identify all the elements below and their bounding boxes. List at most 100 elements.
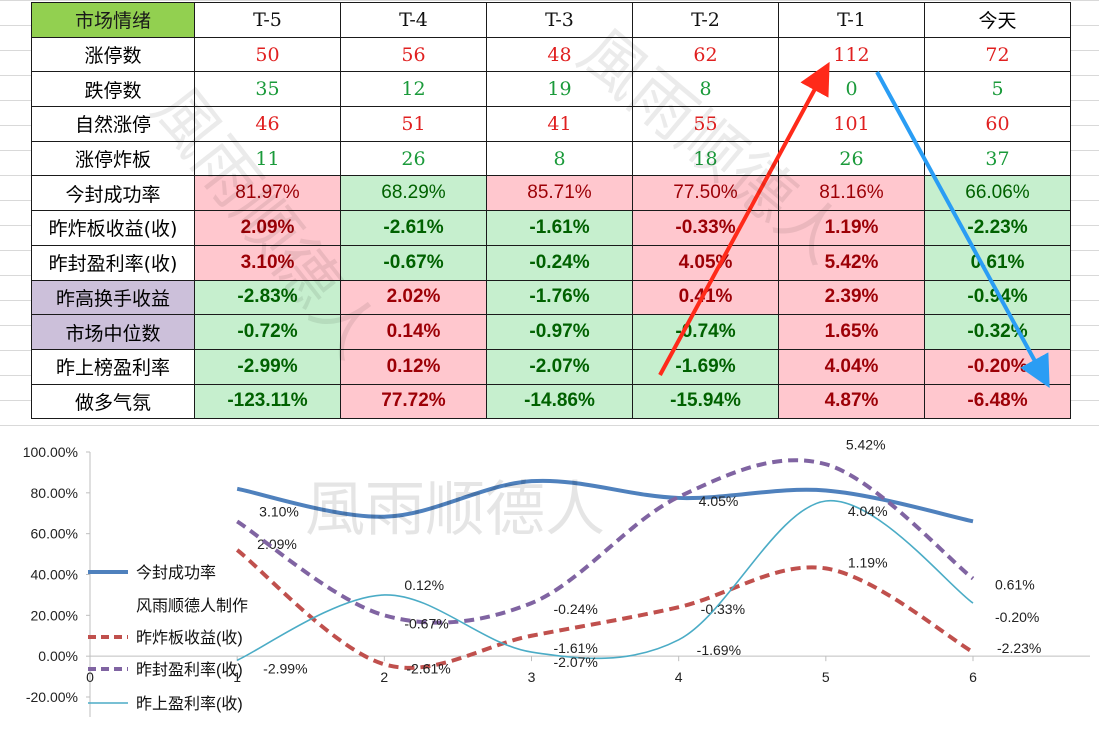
table-cell[interactable]: 5.42% xyxy=(778,244,925,281)
table-cell[interactable]: 77.50% xyxy=(632,175,779,212)
table-cell[interactable]: 0.12% xyxy=(340,348,487,385)
table-cell[interactable]: 68.29% xyxy=(340,175,487,212)
table-cell[interactable]: 81.16% xyxy=(778,175,925,212)
table-cell[interactable]: -2.23% xyxy=(924,210,1071,246)
row-label[interactable]: 跌停数 xyxy=(31,71,195,108)
table-cell[interactable]: -2.83% xyxy=(194,279,341,316)
table-cell[interactable]: 77.72% xyxy=(340,383,487,420)
table-cell[interactable]: 11 xyxy=(194,140,341,177)
row-label[interactable]: 涨停数 xyxy=(31,36,195,73)
header-cell-t2[interactable]: T-2 xyxy=(632,2,779,38)
header-cell-market[interactable]: 市场情绪 xyxy=(31,2,195,38)
table-cell[interactable]: -1.69% xyxy=(632,348,779,385)
table-cell[interactable]: 101 xyxy=(778,106,925,142)
row-label[interactable]: 今封成功率 xyxy=(31,175,195,212)
table-cell[interactable]: 62 xyxy=(632,36,779,73)
table-cell[interactable]: -2.61% xyxy=(340,210,487,246)
table-cell[interactable]: 2.02% xyxy=(340,279,487,316)
row-label[interactable]: 做多气氛 xyxy=(31,383,195,420)
table-cell[interactable]: 8 xyxy=(486,140,633,177)
y-tick-label: 60.00% xyxy=(31,526,78,542)
table-cell[interactable]: -14.86% xyxy=(486,383,633,420)
market-sentiment-table: 市场情绪 T-5 T-4 T-3 T-2 T-1 今天 涨停数 50 56 48… xyxy=(31,2,1071,420)
header-cell-t4[interactable]: T-4 xyxy=(340,2,487,38)
table-cell[interactable]: 0.61% xyxy=(924,244,1071,281)
table-cell[interactable]: -1.76% xyxy=(486,279,633,316)
data-label: 4.05% xyxy=(699,493,739,509)
table-cell[interactable]: 37 xyxy=(924,140,1071,177)
table-cell[interactable]: 3.10% xyxy=(194,244,341,281)
data-label: -0.67% xyxy=(404,615,448,631)
table-cell[interactable]: -0.97% xyxy=(486,314,633,350)
table-cell[interactable]: 0.14% xyxy=(340,314,487,350)
header-cell-t3[interactable]: T-3 xyxy=(486,2,633,38)
table-cell[interactable]: 41 xyxy=(486,106,633,142)
table-cell[interactable]: 51 xyxy=(340,106,487,142)
table-cell[interactable]: 2.39% xyxy=(778,279,925,316)
table-cell[interactable]: -123.11% xyxy=(194,383,341,420)
row-label[interactable]: 昨封盈利率(收) xyxy=(31,244,195,281)
table-cell[interactable]: 4.04% xyxy=(778,348,925,385)
table-cell[interactable]: -0.33% xyxy=(632,210,779,246)
table-cell[interactable]: -6.48% xyxy=(924,383,1071,420)
table-cell[interactable]: 112 xyxy=(778,36,925,73)
header-cell-today[interactable]: 今天 xyxy=(924,2,1071,38)
table-cell[interactable]: 26 xyxy=(340,140,487,177)
data-label: -0.33% xyxy=(701,601,745,617)
table-cell[interactable]: 35 xyxy=(194,71,341,108)
table-cell[interactable]: -2.07% xyxy=(486,348,633,385)
table-cell[interactable]: 60 xyxy=(924,106,1071,142)
table-cell[interactable]: 56 xyxy=(340,36,487,73)
table-cell[interactable]: -0.74% xyxy=(632,314,779,350)
table-cell[interactable]: 12 xyxy=(340,71,487,108)
table-cell[interactable]: 26 xyxy=(778,140,925,177)
data-label: 0.61% xyxy=(995,577,1035,593)
table-cell[interactable]: -0.67% xyxy=(340,244,487,281)
header-cell-t5[interactable]: T-5 xyxy=(194,2,341,38)
table-cell[interactable]: -0.32% xyxy=(924,314,1071,350)
table-cell[interactable]: 46 xyxy=(194,106,341,142)
data-label: -0.24% xyxy=(554,601,598,617)
data-label: -2.23% xyxy=(997,640,1041,656)
table-cell[interactable]: -0.24% xyxy=(486,244,633,281)
row-label[interactable]: 昨高换手收益 xyxy=(31,279,195,316)
table-cell[interactable]: 81.97% xyxy=(194,175,341,212)
table-cell[interactable]: 85.71% xyxy=(486,175,633,212)
table-cell[interactable]: 0.41% xyxy=(632,279,779,316)
x-tick-label: 1 xyxy=(233,669,241,685)
table-cell[interactable]: 72 xyxy=(924,36,1071,73)
table-cell[interactable]: -1.61% xyxy=(486,210,633,246)
row-label[interactable]: 昨上榜盈利率 xyxy=(31,348,195,385)
table-cell[interactable]: -0.72% xyxy=(194,314,341,350)
table-cell[interactable]: 1.65% xyxy=(778,314,925,350)
table-cell[interactable]: 4.05% xyxy=(632,244,779,281)
table-cell[interactable]: 0 xyxy=(778,71,925,108)
table-cell[interactable]: -2.99% xyxy=(194,348,341,385)
table-cell[interactable]: 18 xyxy=(632,140,779,177)
data-label: 5.42% xyxy=(846,436,886,452)
row-label[interactable]: 昨炸板收益(收) xyxy=(31,210,195,246)
table-cell[interactable]: -15.94% xyxy=(632,383,779,420)
table-cell[interactable]: 5 xyxy=(924,71,1071,108)
table-cell[interactable]: 48 xyxy=(486,36,633,73)
table-cell[interactable]: 19 xyxy=(486,71,633,108)
x-tick-label: 6 xyxy=(969,669,977,685)
table-cell[interactable]: -0.94% xyxy=(924,279,1071,316)
table-row: 跌停数 35 12 19 8 0 5 xyxy=(31,71,1071,108)
series-line-4 xyxy=(236,500,974,661)
header-cell-t1[interactable]: T-1 xyxy=(778,2,925,38)
table-cell[interactable]: 50 xyxy=(194,36,341,73)
x-tick-label: 5 xyxy=(822,669,830,685)
table-cell[interactable]: 2.09% xyxy=(194,210,341,246)
table-cell[interactable]: 8 xyxy=(632,71,779,108)
table-cell[interactable]: 66.06% xyxy=(924,175,1071,212)
table-cell[interactable]: 55 xyxy=(632,106,779,142)
table-cell[interactable]: -0.20% xyxy=(924,348,1071,385)
row-label[interactable]: 市场中位数 xyxy=(31,314,195,350)
row-label[interactable]: 涨停炸板 xyxy=(31,140,195,177)
row-label[interactable]: 自然涨停 xyxy=(31,106,195,142)
legend-label: 风雨顺德人制作 xyxy=(136,597,248,615)
table-cell[interactable]: 4.87% xyxy=(778,383,925,420)
table-row: 昨炸板收益(收) 2.09% -2.61% -1.61% -0.33% 1.19… xyxy=(31,210,1071,246)
table-cell[interactable]: 1.19% xyxy=(778,210,925,246)
